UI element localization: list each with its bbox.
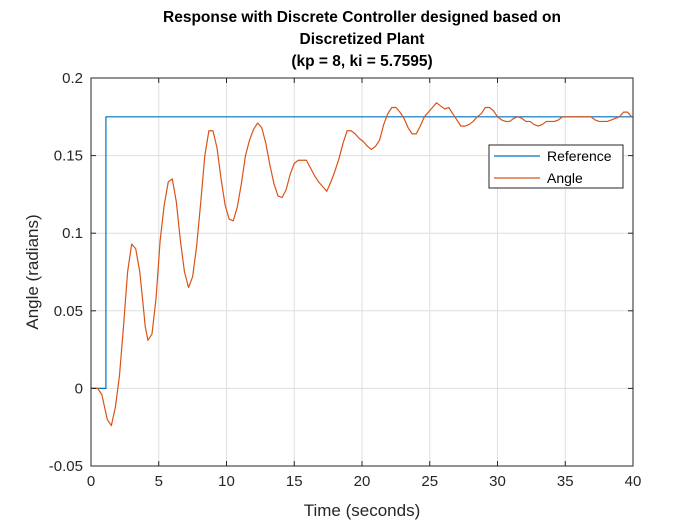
series-line-angle — [91, 102, 633, 427]
x-axis-label: Time (seconds) — [304, 501, 421, 520]
chart-title-line-3: (kp = 8, ki = 5.7595) — [291, 53, 432, 70]
x-tick-label: 15 — [286, 473, 303, 490]
x-tick-label: 0 — [87, 473, 95, 490]
x-tick-label: 10 — [218, 473, 235, 490]
x-tick-label: 35 — [557, 473, 574, 490]
y-tick-label: 0.15 — [54, 148, 83, 165]
legend-label-angle: Angle — [547, 170, 583, 186]
x-tick-label: 5 — [155, 473, 163, 490]
chart-title-line-2: Discretized Plant — [300, 31, 425, 48]
legend-box — [488, 144, 624, 189]
series-layer — [91, 102, 633, 427]
y-tick-label: 0.05 — [54, 303, 83, 320]
legend-label-reference: Reference — [547, 148, 612, 164]
y-tick-label: -0.05 — [49, 458, 83, 475]
ticks — [90, 77, 634, 467]
chart-title: Response with Discrete Controller design… — [163, 9, 561, 70]
y-tick-label: 0.1 — [62, 225, 83, 242]
x-tick-label: 20 — [354, 473, 371, 490]
chart-title-line-1: Response with Discrete Controller design… — [163, 9, 561, 26]
y-tick-label: 0 — [75, 380, 83, 397]
x-tick-label: 25 — [421, 473, 438, 490]
y-tick-label: 0.2 — [62, 70, 83, 87]
y-axis-label: Angle (radians) — [23, 214, 42, 329]
legend: Reference Angle — [488, 144, 624, 189]
x-tick-label: 30 — [489, 473, 506, 490]
x-tick-label: 40 — [625, 473, 642, 490]
